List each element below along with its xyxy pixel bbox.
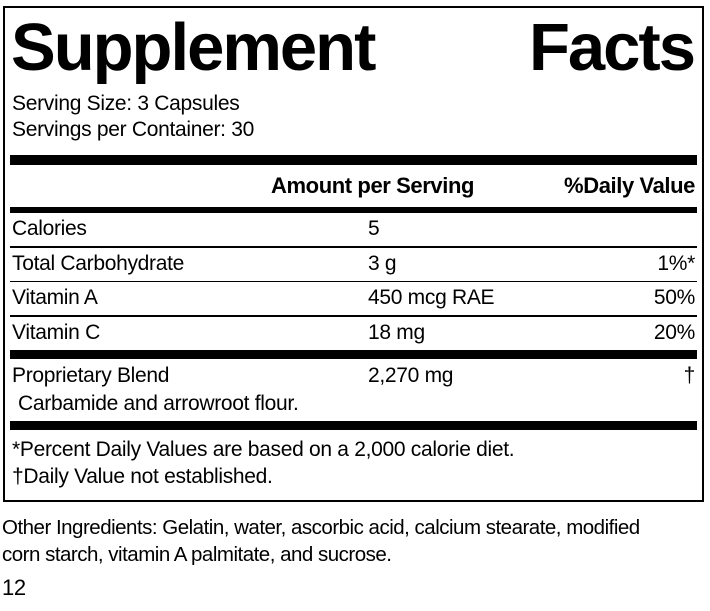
other-ingredients-text: Other Ingredients: Gelatin, water, ascor… bbox=[2, 514, 710, 568]
row-separator bbox=[10, 280, 697, 283]
column-header-row: Amount per Serving %Daily Value bbox=[5, 165, 702, 207]
serving-size-text: Serving Size: 3 Capsules bbox=[12, 92, 240, 116]
title-word-facts: Facts bbox=[528, 10, 696, 85]
column-header-daily-value: %Daily Value bbox=[564, 173, 695, 199]
nutrient-amount: 450 mcg RAE bbox=[368, 286, 495, 310]
page-number: 12 bbox=[2, 574, 26, 600]
footnote-daily-value-not-established: †Daily Value not established. bbox=[12, 464, 273, 488]
nutrient-name: Calories bbox=[12, 217, 87, 241]
supplement-facts-label: Supplement Facts Serving Size: 3 Capsule… bbox=[3, 6, 704, 502]
table-row-vitamin-c: Vitamin C 18 mg 20% bbox=[5, 317, 702, 350]
row-separator bbox=[10, 246, 697, 248]
footnotes: *Percent Daily Values are based on a 2,0… bbox=[5, 430, 702, 500]
divider-bar-header bbox=[10, 207, 697, 214]
nutrient-daily-value: 1%* bbox=[657, 251, 695, 275]
nutrient-name: Total Carbohydrate bbox=[12, 251, 185, 275]
column-header-amount: Amount per Serving bbox=[271, 173, 475, 199]
blend-components-text: Carbamide and arrowroot flour. bbox=[18, 391, 299, 415]
divider-bar-footnotes bbox=[10, 420, 697, 430]
nutrient-daily-value: 20% bbox=[653, 320, 695, 344]
nutrient-name: Vitamin A bbox=[12, 286, 98, 310]
divider-bar-top bbox=[10, 155, 697, 166]
nutrient-name: Vitamin C bbox=[12, 320, 100, 344]
nutrient-amount: 3 g bbox=[368, 251, 397, 275]
nutrient-daily-value: † bbox=[683, 363, 696, 387]
nutrient-daily-value: 50% bbox=[653, 286, 695, 310]
page-title: Supplement Facts bbox=[5, 8, 702, 82]
other-ingredients-line-2: corn starch, vitamin A palmitate, and su… bbox=[2, 542, 392, 566]
nutrient-amount: 2,270 mg bbox=[368, 363, 454, 387]
divider-bar-blend bbox=[10, 349, 697, 359]
table-row-total-carbohydrate: Total Carbohydrate 3 g 1%* bbox=[5, 248, 702, 281]
table-row-proprietary-blend: Proprietary Blend 2,270 mg † bbox=[12, 364, 695, 388]
nutrient-amount: 5 bbox=[368, 217, 380, 241]
title-word-supplement: Supplement bbox=[11, 10, 376, 85]
nutrient-amount: 18 mg bbox=[368, 320, 425, 344]
row-separator bbox=[10, 315, 697, 317]
servings-per-container-text: Servings per Container: 30 bbox=[12, 118, 255, 142]
other-ingredients-line-1: Other Ingredients: Gelatin, water, ascor… bbox=[2, 515, 640, 539]
serving-info: Serving Size: 3 Capsules Servings per Co… bbox=[5, 82, 702, 155]
footnote-percent-daily-values: *Percent Daily Values are based on a 2,0… bbox=[12, 437, 515, 461]
table-row-calories: Calories 5 bbox=[5, 213, 702, 246]
nutrient-name: Proprietary Blend bbox=[12, 363, 170, 387]
table-row-vitamin-a: Vitamin A 450 mcg RAE 50% bbox=[5, 282, 702, 315]
proprietary-blend-block: Proprietary Blend 2,270 mg † Carbamide a… bbox=[5, 359, 702, 421]
